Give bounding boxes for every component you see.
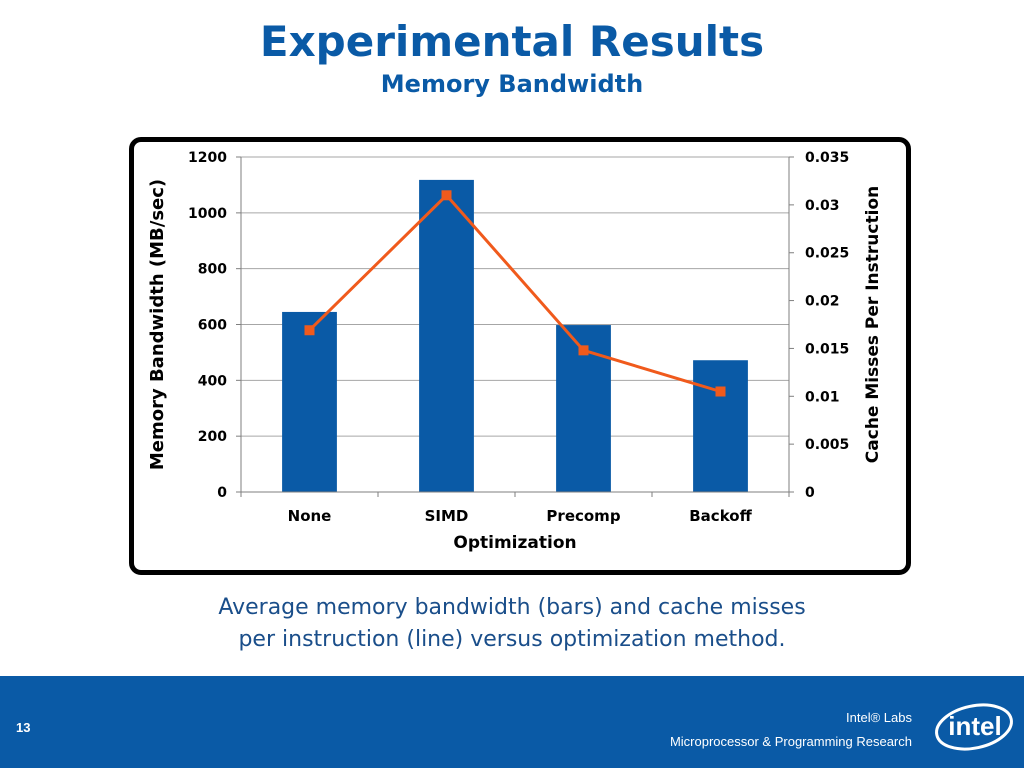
combo-chart: 0 200 400 600 800 1000 1200 0 0.005 0.01 0.015 0.02… <box>147 150 883 553</box>
y2-axis-title: Cache Misses Per Instruction <box>863 186 883 463</box>
footer-bar: 13 Intel® Labs Microprocessor & Programm… <box>0 676 1024 768</box>
caption: Average memory bandwidth (bars) and cach… <box>0 592 1024 656</box>
y-tick-label: 1200 <box>188 150 227 166</box>
x-tick-label: Precomp <box>546 507 620 525</box>
y-tick-label: 0 <box>217 485 227 501</box>
caption-line-1: Average memory bandwidth (bars) and cach… <box>218 595 806 620</box>
x-tick-label: None <box>288 507 332 525</box>
bar <box>419 179 474 492</box>
logo-text: intel <box>948 711 1001 741</box>
bar <box>693 360 748 492</box>
footer-group: Microprocessor & Programming Research <box>669 734 912 749</box>
bar-series <box>282 179 748 492</box>
x-axis-title: Optimization <box>453 533 576 553</box>
axis-labels: 0 200 400 600 800 1000 1200 0 0.005 0.01 0.015 0.02… <box>147 150 883 553</box>
y2-tick-label: 0.01 <box>805 389 840 405</box>
axes <box>236 156 794 497</box>
slide-subtitle: Memory Bandwidth <box>380 70 644 98</box>
y2-tick-label: 0.015 <box>805 341 849 357</box>
y2-tick-label: 0.025 <box>805 246 849 262</box>
y2-tick-label: 0.03 <box>805 198 840 214</box>
line-series <box>304 190 726 397</box>
y2-tick-label: 0 <box>805 485 815 501</box>
x-tick-label: Backoff <box>689 507 752 525</box>
y-tick-label: 400 <box>198 373 227 389</box>
line-point <box>715 386 726 397</box>
line-path <box>308 193 721 393</box>
y2-tick-label: 0.005 <box>805 437 849 453</box>
y-tick-label: 1000 <box>188 206 227 222</box>
page-number: 13 <box>16 720 31 735</box>
y-tick-label: 200 <box>198 429 227 445</box>
footer-org: Intel® Labs <box>846 710 912 725</box>
line-point <box>441 190 452 201</box>
x-tick-label: SIMD <box>425 507 469 525</box>
y2-tick-label: 0.02 <box>805 294 840 310</box>
caption-line-2: per instruction (line) versus optimizati… <box>238 627 786 652</box>
y-tick-label: 800 <box>198 262 227 278</box>
y-axis-title: Memory Bandwidth (MB/sec) <box>147 179 168 470</box>
slide-title: Experimental Results <box>259 17 765 66</box>
y-tick-label: 600 <box>198 318 227 334</box>
chart-frame: 0 200 400 600 800 1000 1200 0 0.005 0.01 0.015 0.02… <box>129 137 911 575</box>
y2-tick-label: 0.035 <box>805 150 849 166</box>
line-point <box>304 325 315 336</box>
line-point <box>578 345 589 356</box>
bar <box>282 311 337 492</box>
intel-logo-icon: intel <box>935 703 1013 751</box>
